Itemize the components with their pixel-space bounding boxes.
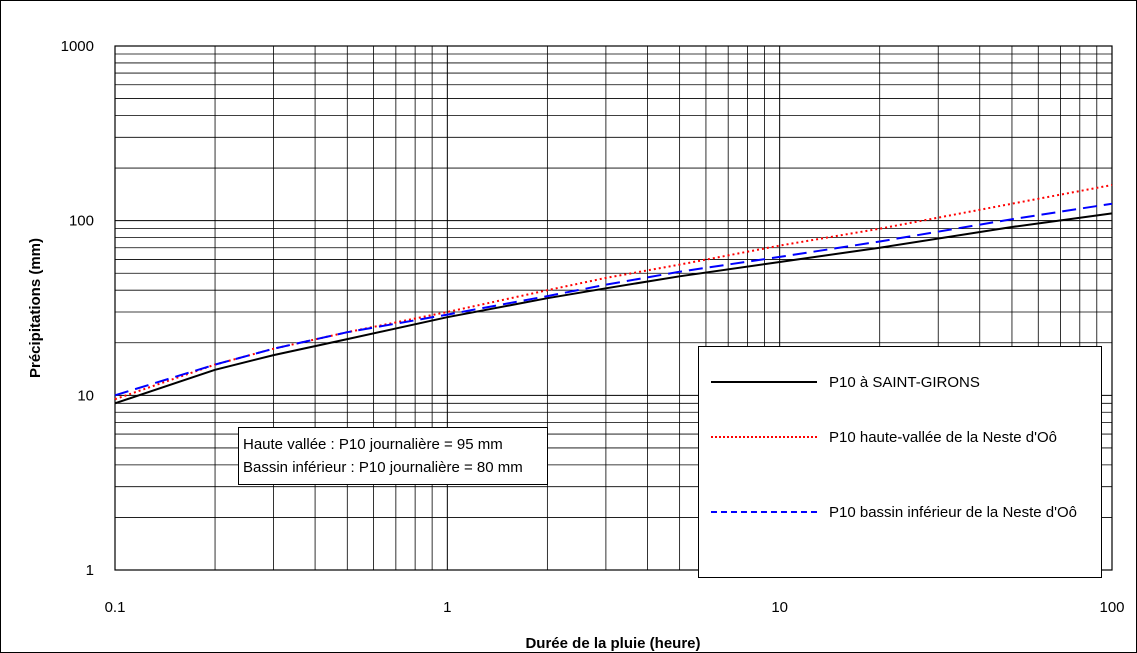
y-tick-label: 1000 bbox=[61, 38, 94, 55]
series-lines bbox=[114, 184, 1113, 405]
y-tick-label: 10 bbox=[77, 387, 94, 404]
tick-labels: 0.1 1 10 100 1 10 100 1000 bbox=[61, 38, 1125, 616]
y-tick-label: 100 bbox=[69, 213, 94, 230]
legend-entry-haute-vallee: P10 haute-vallée de la Neste d'Oô bbox=[711, 427, 1101, 477]
plot-area bbox=[114, 45, 1113, 571]
annotation-box: Haute vallée : P10 journalière = 95 mm B… bbox=[238, 427, 548, 485]
legend: P10 à SAINT-GIRONS P10 haute-vallée de l… bbox=[698, 346, 1102, 578]
legend-entry-bassin-inferieur: P10 bassin inférieur de la Neste d'Oô bbox=[711, 502, 1101, 552]
annotation-line-2: Bassin inférieur : P10 journalière = 80 … bbox=[243, 459, 523, 476]
y-axis-label: Précipitations (mm) bbox=[27, 238, 44, 378]
legend-entry-saint-girons: P10 à SAINT-GIRONS bbox=[711, 372, 1101, 402]
x-tick-label: 1 bbox=[443, 599, 451, 616]
x-tick-label: 0.1 bbox=[105, 599, 126, 616]
legend-label-saint-girons: P10 à SAINT-GIRONS bbox=[829, 374, 980, 391]
legend-swatch-haute-vallee bbox=[711, 436, 817, 438]
x-tick-label: 100 bbox=[1099, 599, 1124, 616]
legend-label-bassin-inferieur: P10 bassin inférieur de la Neste d'Oô bbox=[829, 504, 1078, 521]
x-axis-label: Durée de la pluie (heure) bbox=[525, 635, 700, 652]
legend-swatch-bassin-inferieur bbox=[711, 511, 817, 513]
legend-swatch-saint-girons bbox=[711, 381, 817, 383]
y-tick-label: 1 bbox=[86, 562, 94, 579]
annotation-line-1: Haute vallée : P10 journalière = 95 mm bbox=[243, 436, 503, 453]
x-tick-label: 10 bbox=[771, 599, 788, 616]
series-line-0 bbox=[114, 212, 1113, 405]
series-line-2 bbox=[114, 202, 1113, 397]
legend-label-haute-vallee: P10 haute-vallée de la Neste d'Oô bbox=[829, 429, 1058, 446]
